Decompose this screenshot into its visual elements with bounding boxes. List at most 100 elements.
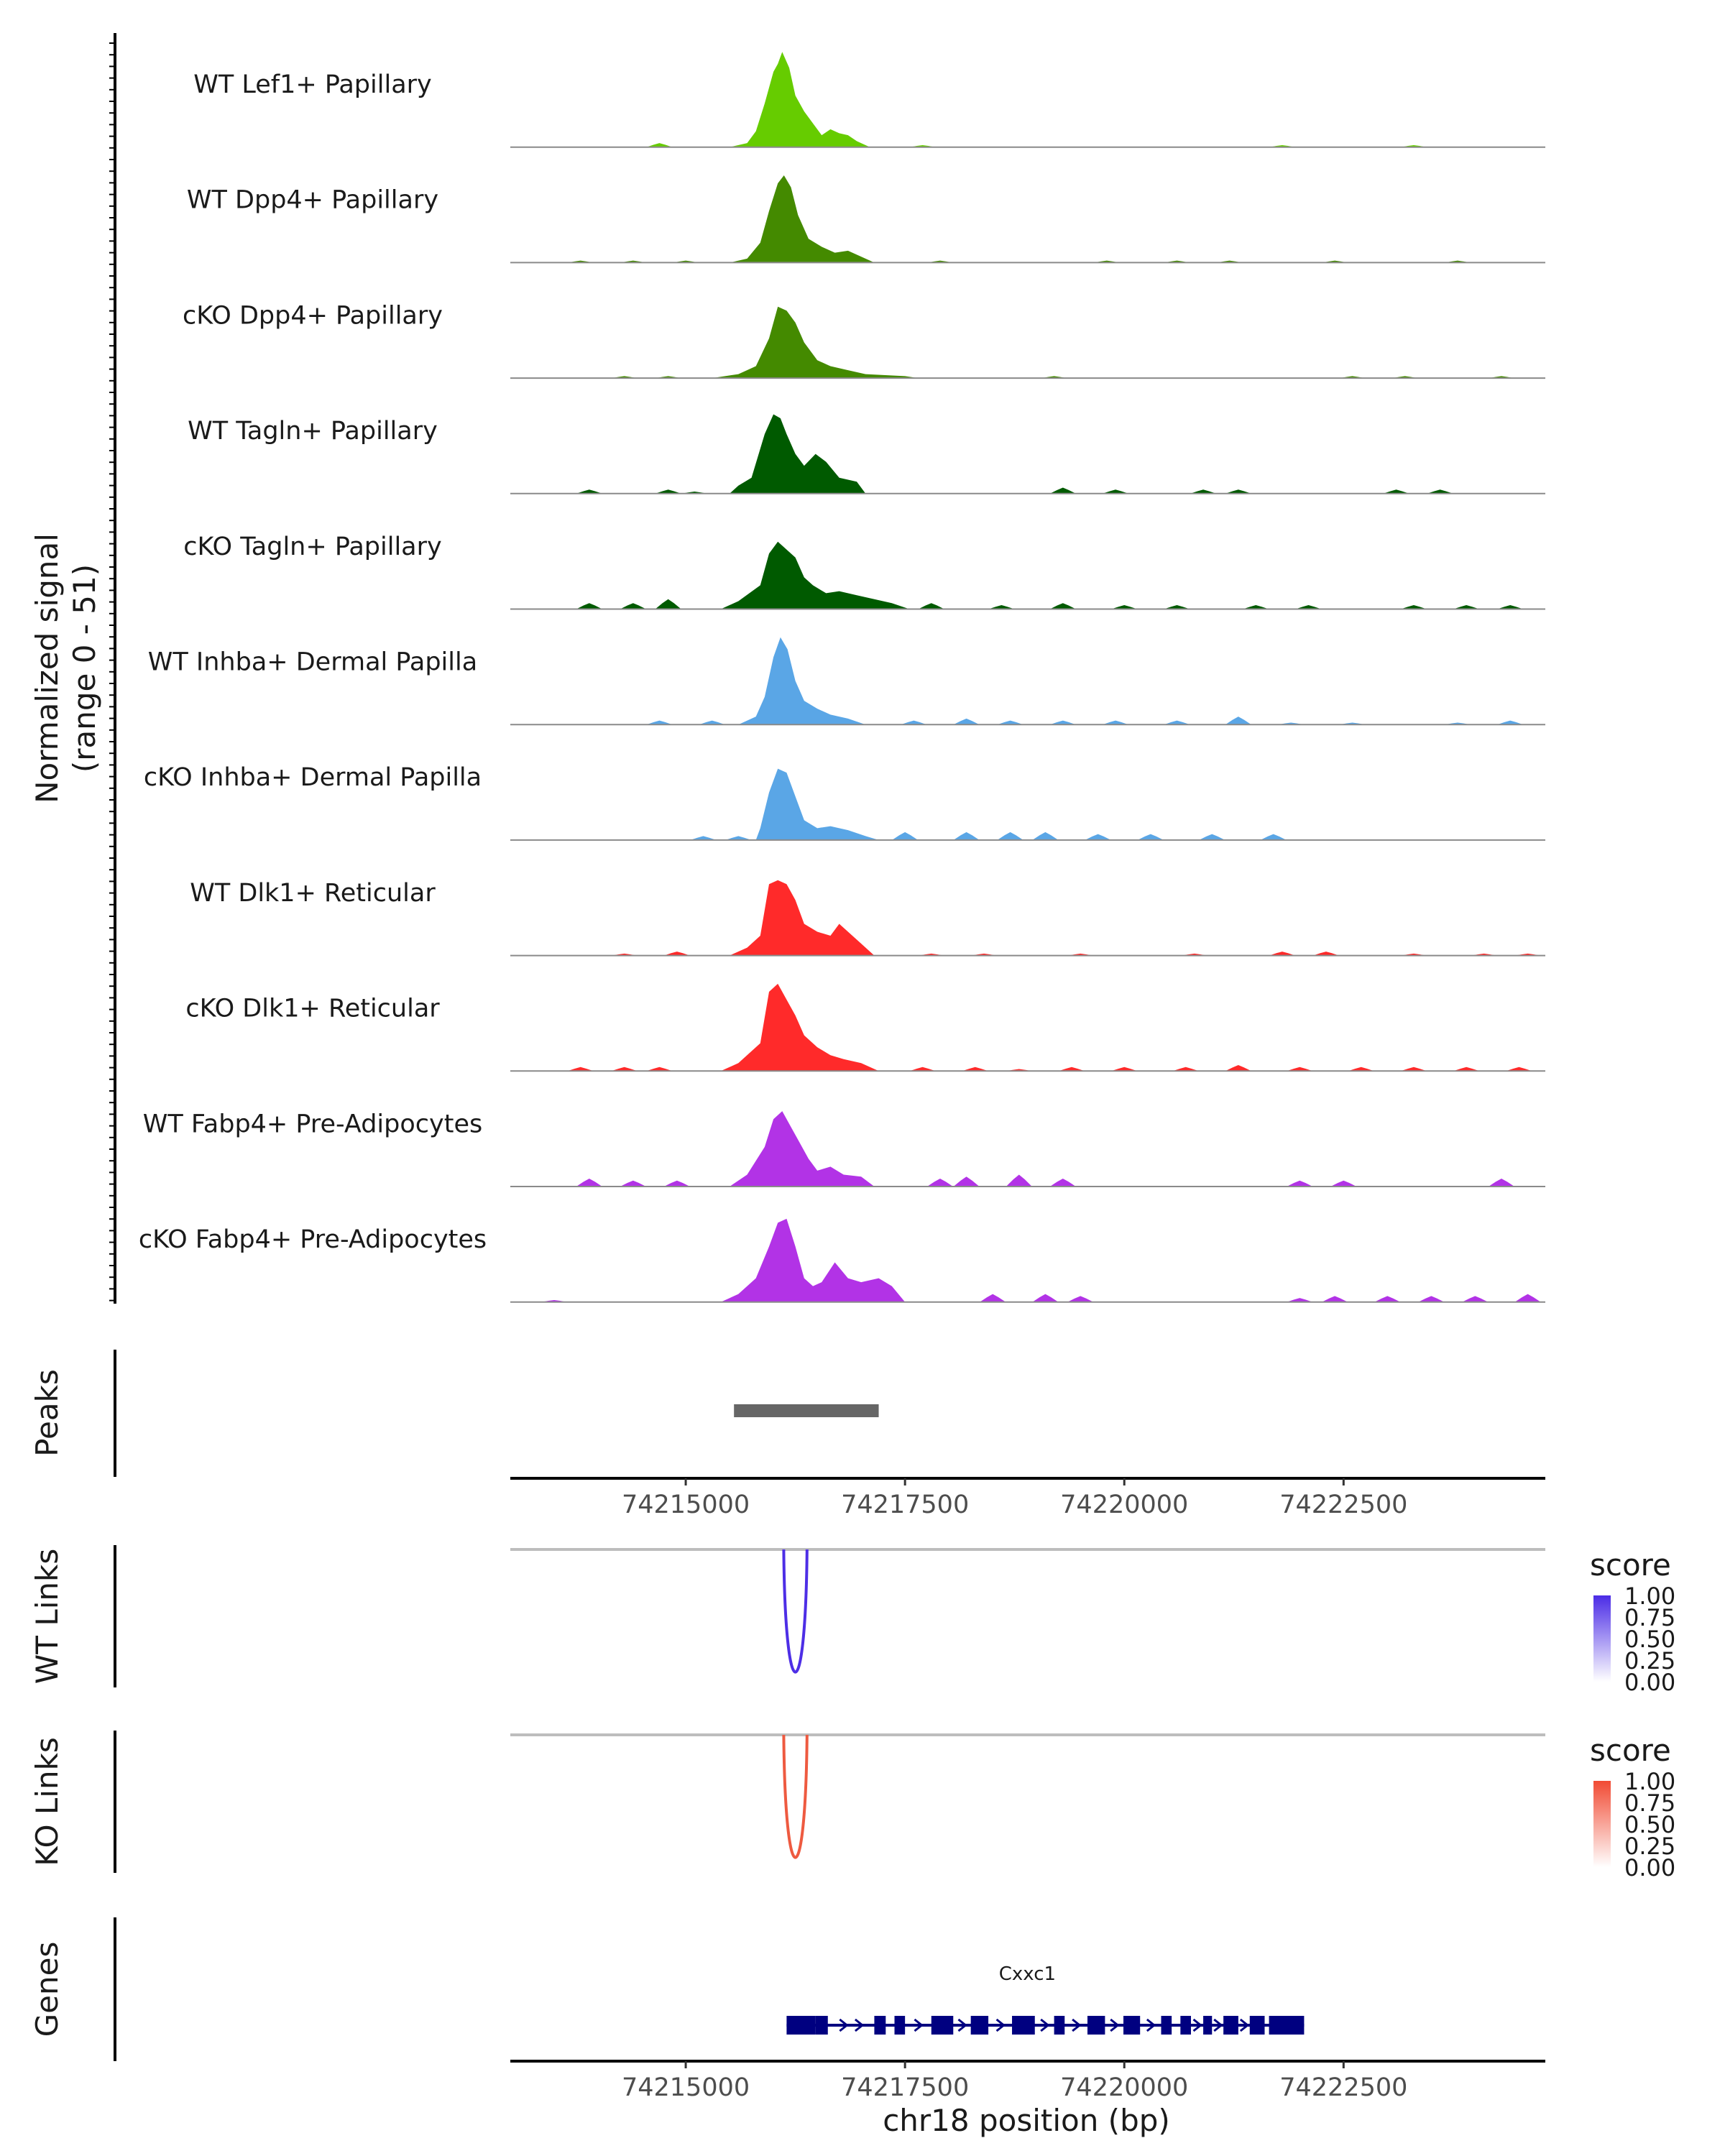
coverage-bump: [962, 1067, 988, 1072]
coverage-peak-area: [730, 175, 875, 263]
coverage-track-label: WT Dlk1+ Reticular: [190, 879, 436, 908]
coverage-bump: [1269, 952, 1295, 956]
coverage-bump: [1164, 720, 1190, 725]
coverage-bump: [576, 603, 602, 609]
link-track-label: WT Links: [29, 1549, 65, 1684]
coverage-bump: [1243, 604, 1269, 609]
x-tick-label: 74217500: [841, 2073, 969, 2102]
legend-title: score: [1590, 1547, 1671, 1583]
coverage-peak-area: [730, 1111, 875, 1187]
gene-exon: [1223, 2016, 1238, 2035]
gene-models: Cxxc1: [786, 1963, 1305, 2035]
x-axis-ticks-upper: 74215000 74217500 74220000 74222500: [622, 1478, 1407, 1519]
gene-exon: [1087, 2016, 1105, 2035]
coverage-bump: [1111, 604, 1138, 609]
x-tick-label: 74222500: [1279, 1491, 1407, 1519]
legend-tick-label: 0.00: [1624, 1854, 1675, 1881]
coverage-track: cKO Dpp4+ Papillary: [183, 301, 1545, 379]
coverage-bump: [909, 1067, 936, 1072]
legend-colorbar: [1593, 1781, 1611, 1867]
coverage-track: cKO Tagln+ Papillary: [183, 533, 1545, 610]
coverage-track-label: WT Lef1+ Papillary: [193, 70, 432, 99]
legend-tick-label: 0.00: [1624, 1669, 1675, 1696]
coverage-track: WT Fabp4+ Pre-Adipocytes: [143, 1110, 1545, 1187]
coverage-bump: [1427, 489, 1453, 494]
coverage-bump: [1137, 834, 1164, 840]
coverage-bump: [1049, 603, 1076, 609]
coverage-track-label: cKO Tagln+ Papillary: [183, 533, 442, 561]
coverage-peak-area: [738, 637, 866, 725]
coverage-bump: [1348, 1067, 1374, 1072]
legend-tick-label: 0.75: [1624, 1604, 1675, 1631]
peak-bar: [734, 1404, 879, 1417]
coverage-bump: [1032, 1294, 1059, 1302]
x-tick-label: 74220000: [1060, 2073, 1188, 2102]
coverage-bump: [1199, 834, 1225, 840]
coverage-bump: [1506, 1067, 1532, 1072]
gene-exon: [1269, 2016, 1305, 2035]
coverage-bump: [918, 603, 944, 609]
strand-arrow: [1072, 2018, 1082, 2032]
legend-tick-label: 1.00: [1624, 1583, 1675, 1610]
coverage-peak-area: [712, 306, 919, 379]
coverage-bump: [1295, 604, 1322, 609]
coverage-bump: [926, 1178, 953, 1187]
coverage-bump: [567, 1067, 594, 1072]
coverage-track-label: WT Fabp4+ Pre-Adipocytes: [143, 1110, 482, 1138]
coverage-track-label: cKO Inhba+ Dermal Papilla: [144, 763, 482, 792]
legend-colorbar: [1593, 1595, 1611, 1682]
coverage-bump: [1103, 720, 1129, 725]
strand-arrow: [1146, 2018, 1156, 2032]
coverage-bump: [655, 599, 681, 609]
coverage-track: cKO Inhba+ Dermal Papilla: [144, 763, 1545, 841]
legend-title: score: [1590, 1733, 1671, 1768]
coverage-bump: [663, 1180, 690, 1187]
coverage-bump: [1312, 952, 1339, 956]
gene-model: Cxxc1: [786, 1963, 1305, 2035]
gene-exon: [1180, 2016, 1191, 2035]
link-arc: [782, 1734, 809, 1859]
coverage-bump: [646, 720, 673, 725]
coverage-bump: [1400, 1067, 1427, 1072]
coverage-bump: [1032, 831, 1059, 840]
coverage-track: WT Dlk1+ Reticular: [190, 879, 1545, 957]
coverage-track-label: cKO Fabp4+ Pre-Adipocytes: [139, 1225, 487, 1254]
coverage-peak-area: [730, 52, 870, 147]
coverage-bump: [1260, 834, 1287, 840]
coverage-bump: [1462, 1296, 1489, 1302]
peaks-panel: Peaks 74215000 74217500 74220000 74222500: [29, 1350, 1545, 1519]
gene-exon: [1123, 2016, 1141, 2035]
coverage-bump: [1322, 1296, 1348, 1302]
coverage-bump: [953, 831, 980, 840]
coverage-bump: [1383, 489, 1409, 494]
coverage-bump: [1172, 1067, 1199, 1072]
coverage-bump: [953, 718, 980, 725]
coverage-bump: [699, 720, 725, 725]
coverage-track: WT Lef1+ Papillary: [193, 52, 1545, 148]
link-track-label: KO Links: [29, 1737, 65, 1866]
coverage-bump: [1111, 1067, 1138, 1072]
coverage-track-label: WT Tagln+ Papillary: [188, 417, 438, 446]
coverage-bump: [1400, 604, 1427, 609]
coverage-peak-area: [720, 541, 910, 609]
strand-arrow: [839, 2018, 849, 2032]
coverage-peak-area: [730, 880, 875, 956]
coverage-track: WT Inhba+ Dermal Papilla: [148, 637, 1545, 726]
strand-arrow: [1239, 2018, 1250, 2032]
legend-tick-label: 0.75: [1624, 1789, 1675, 1817]
legend-tick-label: 0.50: [1624, 1811, 1675, 1838]
gene-exon: [1203, 2016, 1213, 2035]
coverage-bump: [1164, 604, 1190, 609]
coverage-ylabel: Normalized signal: [29, 533, 65, 803]
x-axis-title: chr18 position (bp): [883, 2103, 1170, 2138]
coverage-bump: [1103, 489, 1129, 494]
gene-exon: [786, 2016, 816, 2035]
strand-arrow: [995, 2018, 1006, 2032]
coverage-bump: [1059, 1067, 1085, 1072]
peak-bars: [734, 1404, 879, 1417]
legend-tick-label: 0.50: [1624, 1626, 1675, 1653]
coverage-bump: [1049, 720, 1076, 725]
coverage-peak-area: [720, 983, 879, 1072]
